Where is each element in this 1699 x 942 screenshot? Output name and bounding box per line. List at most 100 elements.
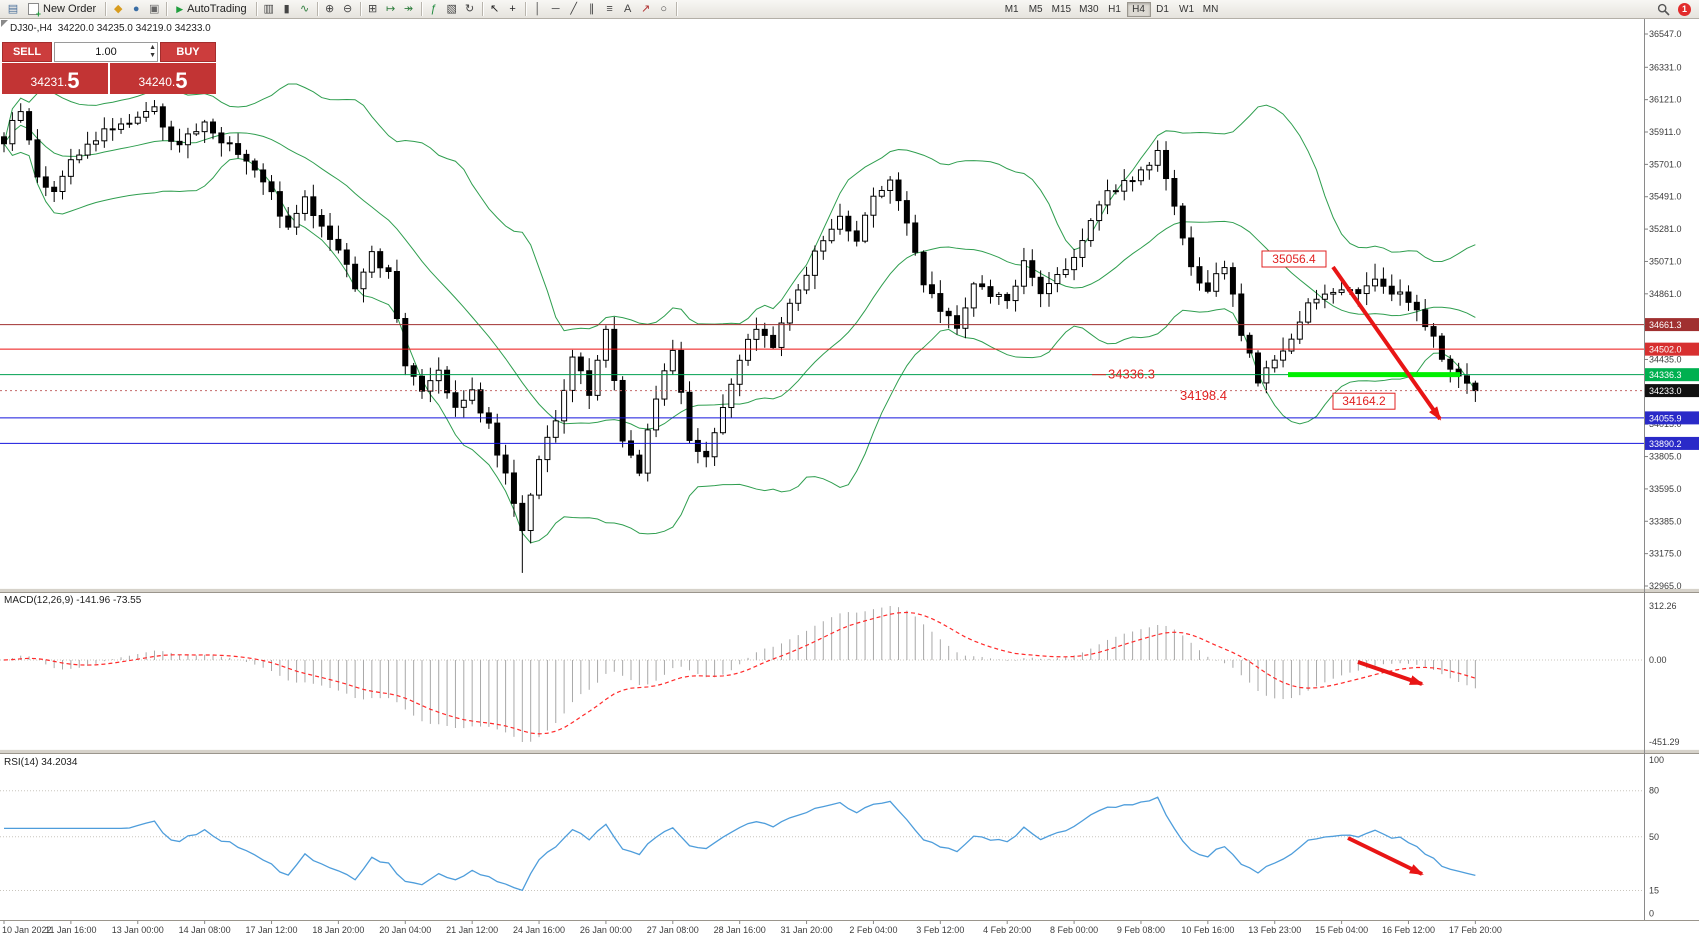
toolbar-separator — [105, 2, 107, 16]
svg-text:36121.0: 36121.0 — [1649, 95, 1682, 105]
svg-text:36547.0: 36547.0 — [1649, 29, 1682, 39]
svg-text:35071.0: 35071.0 — [1649, 256, 1682, 266]
svg-text:32965.0: 32965.0 — [1649, 581, 1682, 591]
timeframe-group: M1 M5 M15 M30 H1 H4 D1 W1 MN — [1000, 1, 1223, 17]
toolbar-separator — [255, 2, 257, 16]
svg-text:26 Jan 00:00: 26 Jan 00:00 — [580, 925, 632, 935]
notification-badge[interactable]: 1 — [1678, 2, 1691, 16]
timeframe-d1[interactable]: D1 — [1151, 2, 1175, 17]
navigator-icon[interactable]: ● — [132, 3, 140, 15]
price-badge: 34336.3 — [1645, 368, 1699, 382]
line-chart-icon[interactable]: ∿ — [300, 3, 310, 15]
svg-text:28 Jan 16:00: 28 Jan 16:00 — [714, 925, 766, 935]
market-watch-icon[interactable]: ◆ — [113, 3, 123, 15]
rsi-line — [4, 796, 1476, 892]
search-icon[interactable] — [1654, 1, 1672, 17]
bollinger-bands — [3, 83, 1476, 544]
rsi-scale-label: 15 — [1649, 885, 1659, 895]
volume-input[interactable]: 1.00 ▲ ▼ — [54, 42, 158, 62]
swing-high-label[interactable]: 35056.4 — [1261, 250, 1327, 268]
trend-arrow-macd[interactable] — [1357, 660, 1424, 686]
zoom-in-icon[interactable]: ⊕ — [325, 3, 335, 15]
macd-header: MACD(12,26,9) -141.96 -73.55 — [4, 595, 142, 606]
timeframe-mn[interactable]: MN — [1199, 2, 1223, 17]
timeframe-m5[interactable]: M5 — [1024, 2, 1048, 17]
rsi-scale-label: 0 — [1649, 909, 1654, 919]
autotrading-button[interactable]: ▶ AutoTrading — [170, 1, 252, 18]
timeframe-h1[interactable]: H1 — [1103, 2, 1127, 17]
autotrading-label: AutoTrading — [187, 3, 247, 15]
one-click-trading-panel: SELL 1.00 ▲ ▼ BUY 34231. 5 34240. 5 — [2, 42, 216, 94]
trendline-icon[interactable]: ╱ — [570, 3, 577, 15]
svg-text:34336.3: 34336.3 — [1108, 367, 1155, 382]
timeframe-m30[interactable]: M30 — [1075, 2, 1102, 17]
fibonacci-icon[interactable]: ≡ — [606, 3, 613, 15]
volume-up-icon[interactable]: ▲ — [149, 44, 156, 51]
indicators-icon[interactable]: ƒ — [430, 3, 437, 15]
timeframe-h4[interactable]: H4 — [1126, 1, 1151, 17]
timeframe-m15[interactable]: M15 — [1048, 2, 1075, 17]
svg-text:13 Jan 00:00: 13 Jan 00:00 — [112, 925, 164, 935]
candlestick-icon[interactable]: ▮ — [283, 3, 290, 15]
svg-text:33595.0: 33595.0 — [1649, 484, 1682, 494]
toolbar-right: 1 — [1654, 1, 1695, 17]
bar-chart-icon[interactable]: ▥ — [263, 3, 274, 15]
horizontal-line-icon[interactable]: ─ — [551, 3, 560, 15]
sell-price[interactable]: 34231. 5 — [2, 63, 108, 94]
breakdown-low-label[interactable]: 34164.2 — [1332, 392, 1396, 410]
rsi-scale-label: 100 — [1649, 755, 1664, 765]
support-price-label[interactable]: 34336.3 — [1092, 367, 1155, 382]
platform-logo-icon[interactable]: ▤ — [7, 3, 19, 15]
svg-text:15 Feb 04:00: 15 Feb 04:00 — [1315, 925, 1368, 935]
volume-down-icon[interactable]: ▼ — [149, 52, 156, 59]
timeframe-w1[interactable]: W1 — [1175, 2, 1199, 17]
pane-separator[interactable] — [0, 588, 1699, 593]
quick-icon-group: ◆ ● ▣ — [109, 1, 163, 17]
auto-scroll-icon[interactable]: ↦ — [386, 3, 396, 15]
tile-windows-icon[interactable]: ⊞ — [368, 3, 378, 15]
svg-text:35701.0: 35701.0 — [1649, 159, 1682, 169]
svg-text:3 Feb 12:00: 3 Feb 12:00 — [916, 925, 964, 935]
autotrading-play-icon: ▶ — [176, 3, 184, 14]
svg-text:21 Jan 12:00: 21 Jan 12:00 — [446, 925, 498, 935]
macd-scale-label: 312.26 — [1649, 601, 1677, 611]
chart-shift-icon[interactable]: ↠ — [404, 3, 414, 15]
timeframe-m1[interactable]: M1 — [1000, 2, 1024, 17]
new-order-button[interactable]: New Order — [22, 1, 102, 19]
price-badge: 34661.3 — [1645, 318, 1699, 332]
svg-text:34198.4: 34198.4 — [1180, 388, 1227, 403]
trend-arrow-price[interactable] — [1331, 265, 1442, 421]
text-icon[interactable]: A — [623, 3, 632, 15]
svg-text:34861.0: 34861.0 — [1649, 289, 1682, 299]
svg-text:34233.0: 34233.0 — [1649, 386, 1682, 396]
sell-button[interactable]: SELL — [2, 42, 52, 62]
zoom-out-icon[interactable]: ⊖ — [343, 3, 353, 15]
toolbar-separator — [359, 2, 361, 16]
crosshair-icon[interactable]: + — [509, 3, 516, 15]
buy-button[interactable]: BUY — [160, 42, 216, 62]
pane-separator[interactable] — [0, 749, 1699, 754]
tool-icon-group: ▥ ▮ ∿ ⊕ ⊖ ⊞ ↦ ↠ ƒ ▧ ↻ ↖ + │ ─ ╱ ∥ ≡ A ↗ ○ — [253, 1, 680, 17]
buy-price[interactable]: 34240. 5 — [110, 63, 216, 94]
volume-value: 1.00 — [95, 46, 117, 58]
cursor-icon[interactable]: ↖ — [490, 3, 500, 15]
svg-text:10 Feb 16:00: 10 Feb 16:00 — [1181, 925, 1234, 935]
svg-text:14 Jan 08:00: 14 Jan 08:00 — [179, 925, 231, 935]
trend-arrow-rsi[interactable] — [1347, 836, 1424, 876]
terminal-icon[interactable]: ▣ — [148, 3, 160, 15]
arrow-tool-icon[interactable]: ↗ — [641, 3, 651, 15]
vertical-line-icon[interactable]: │ — [534, 3, 542, 15]
new-chart-icon[interactable]: ▧ — [446, 3, 457, 15]
chart-cycle-icon[interactable]: ↻ — [465, 3, 475, 15]
minor-low-label[interactable]: 34198.4 — [1180, 388, 1227, 403]
svg-text:34164.2: 34164.2 — [1342, 394, 1386, 408]
panel-toggle-icon[interactable] — [1, 20, 8, 27]
svg-text:35911.0: 35911.0 — [1649, 127, 1681, 137]
channel-icon[interactable]: ∥ — [588, 3, 595, 15]
svg-text:33890.2: 33890.2 — [1649, 439, 1682, 449]
price-badge: 34502.0 — [1645, 342, 1699, 356]
shapes-icon[interactable]: ○ — [660, 3, 667, 15]
